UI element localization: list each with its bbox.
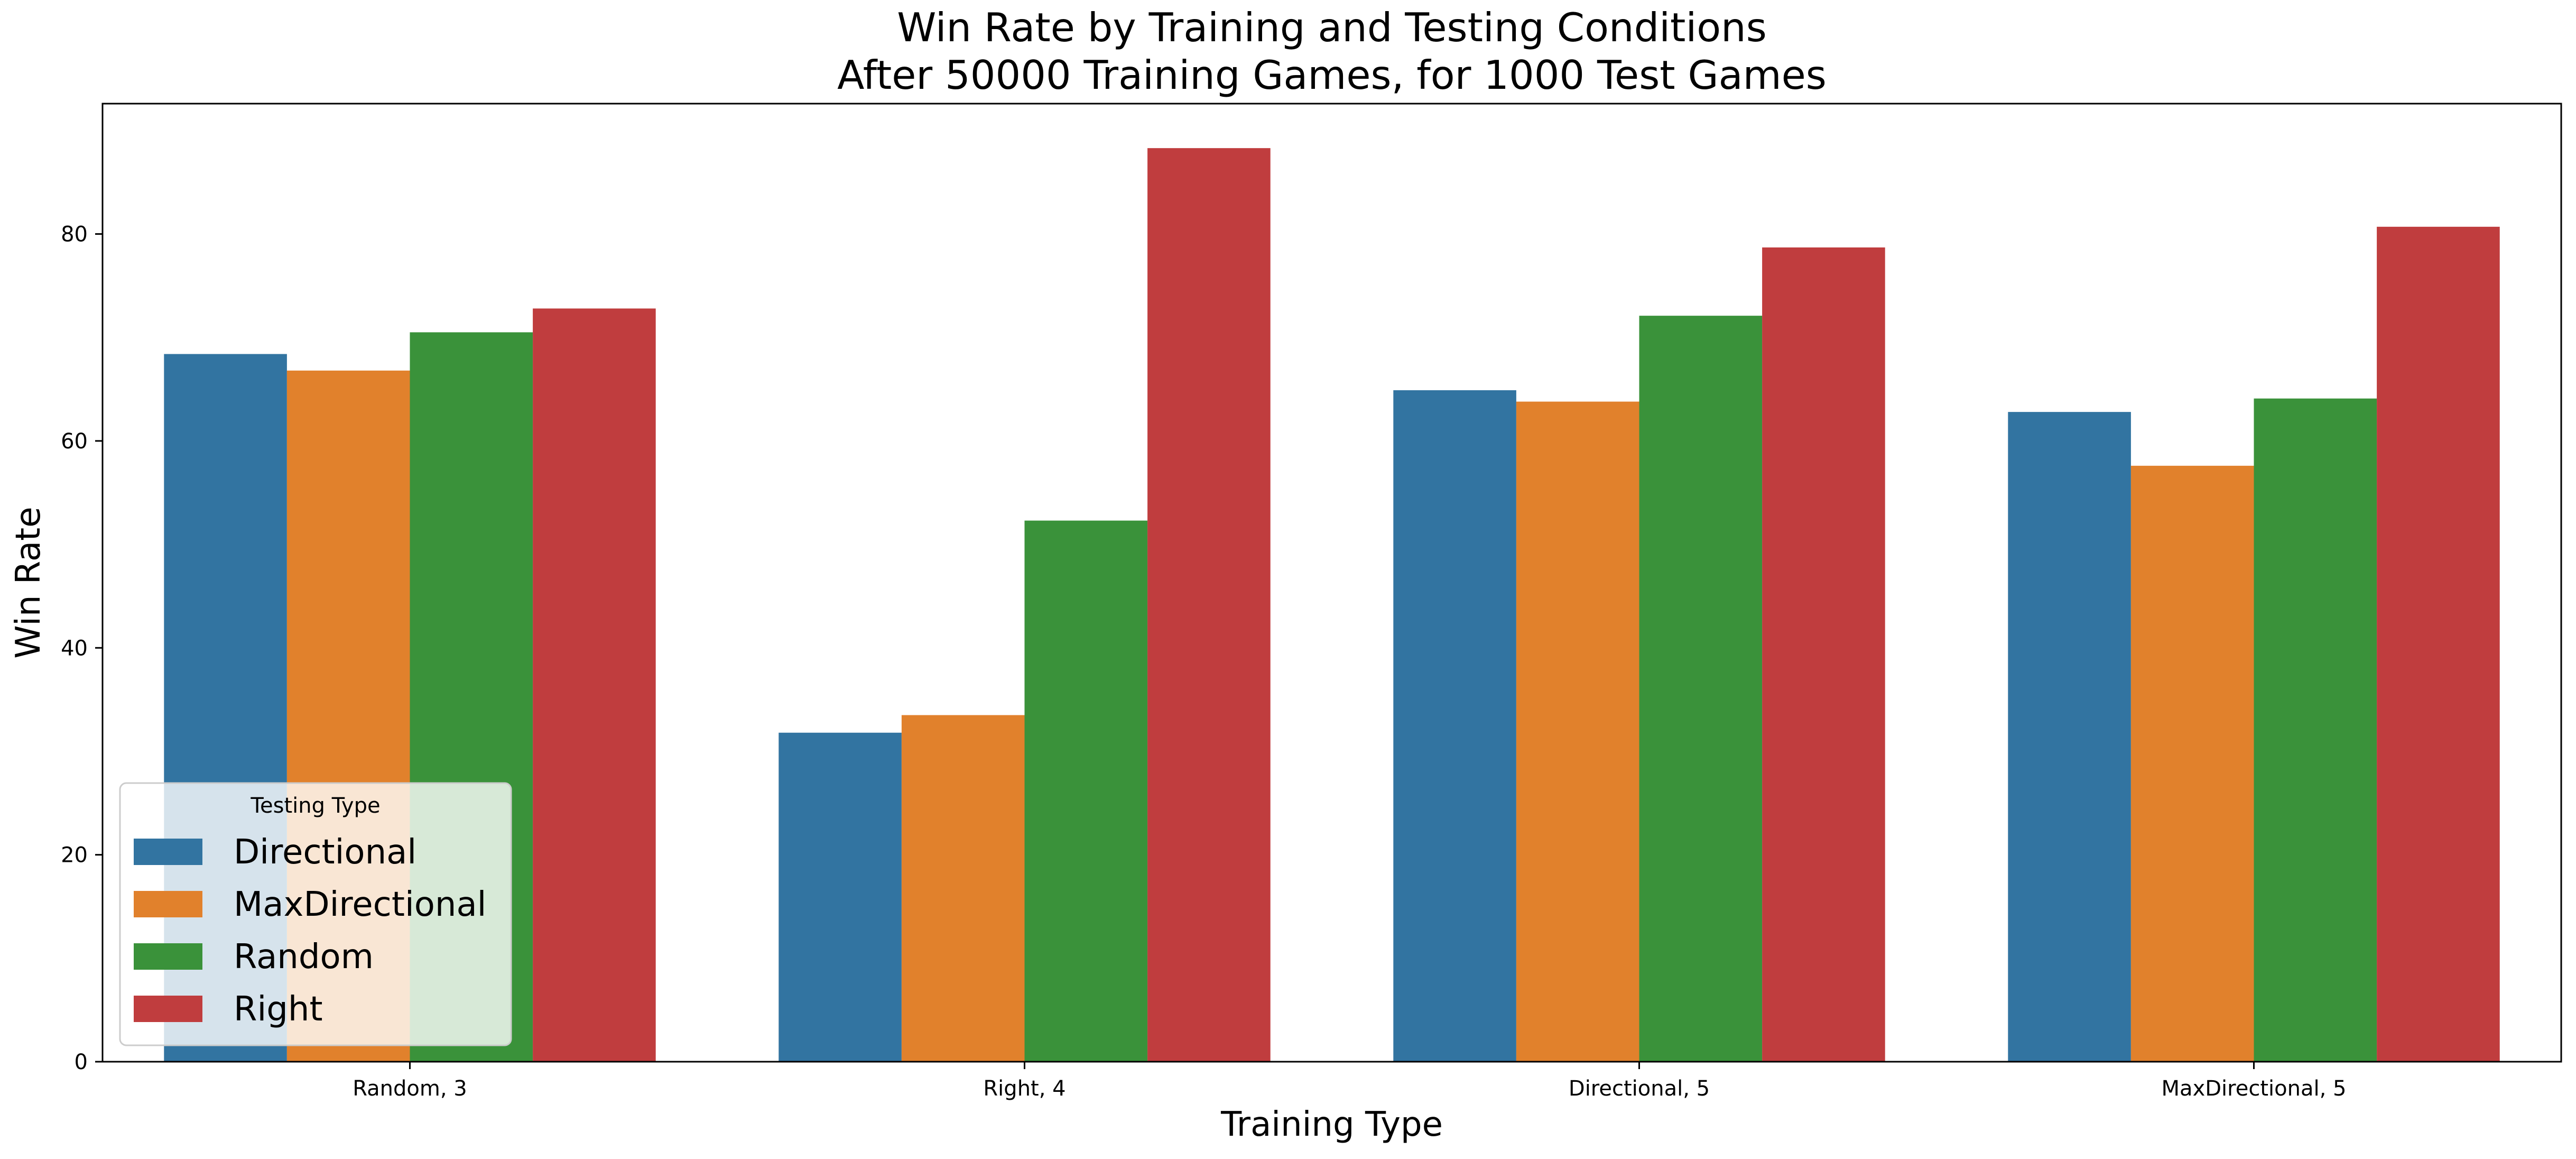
legend-swatch-directional	[134, 839, 202, 865]
bar-directional-4	[2008, 412, 2131, 1062]
y-tick-label: 40	[61, 636, 88, 660]
bar-right-1	[533, 308, 656, 1062]
chart-subtitle: After 50000 Training Games, for 1000 Tes…	[837, 52, 1827, 98]
y-axis: 0 20 40 60 80	[61, 223, 103, 1074]
bar-right-3	[1762, 247, 1885, 1062]
legend-swatch-right	[134, 996, 202, 1022]
x-axis-label: Training Type	[1220, 1105, 1443, 1144]
x-tick-label: Directional, 5	[1569, 1077, 1710, 1101]
x-tick-label: Random, 3	[353, 1077, 467, 1101]
bar-random-4	[2254, 398, 2377, 1062]
legend-title: Testing Type	[250, 794, 380, 818]
legend-label-directional: Directional	[234, 833, 416, 872]
bar-random-2	[1024, 520, 1148, 1062]
legend-label-maxdirectional: MaxDirectional	[234, 885, 486, 924]
legend-label-random: Random	[234, 937, 374, 977]
bar-right-2	[1147, 148, 1271, 1062]
bar-right-4	[2377, 226, 2500, 1062]
plot-frame	[101, 103, 2562, 1063]
legend: Testing Type Directional MaxDirectional Ran…	[119, 782, 512, 1046]
legend-box	[119, 782, 512, 1046]
y-tick-label: 80	[61, 223, 88, 247]
x-axis: Random, 3 Right, 4 Directional, 5 MaxDirect…	[353, 1062, 2346, 1101]
bars-group	[164, 148, 2500, 1062]
y-axis-label: Win Rate	[9, 507, 48, 658]
x-tick-label: Right, 4	[983, 1077, 1065, 1101]
y-tick-label: 20	[61, 843, 88, 868]
bar-random-3	[1639, 316, 1763, 1062]
y-tick-label: 60	[61, 429, 88, 454]
bar-maxdirectional-4	[2130, 465, 2254, 1062]
x-tick-label: MaxDirectional, 5	[2162, 1077, 2347, 1101]
y-tick-label: 0	[75, 1050, 88, 1074]
legend-swatch-random	[134, 943, 202, 970]
bar-maxdirectional-3	[1516, 401, 1639, 1062]
bar-directional-2	[779, 732, 902, 1062]
chart-title: Win Rate by Training and Testing Conditi…	[897, 4, 1767, 51]
bar-maxdirectional-2	[901, 715, 1025, 1062]
legend-label-right: Right	[234, 990, 323, 1029]
legend-swatch-maxdirectional	[134, 891, 202, 917]
bar-directional-3	[1393, 390, 1516, 1062]
